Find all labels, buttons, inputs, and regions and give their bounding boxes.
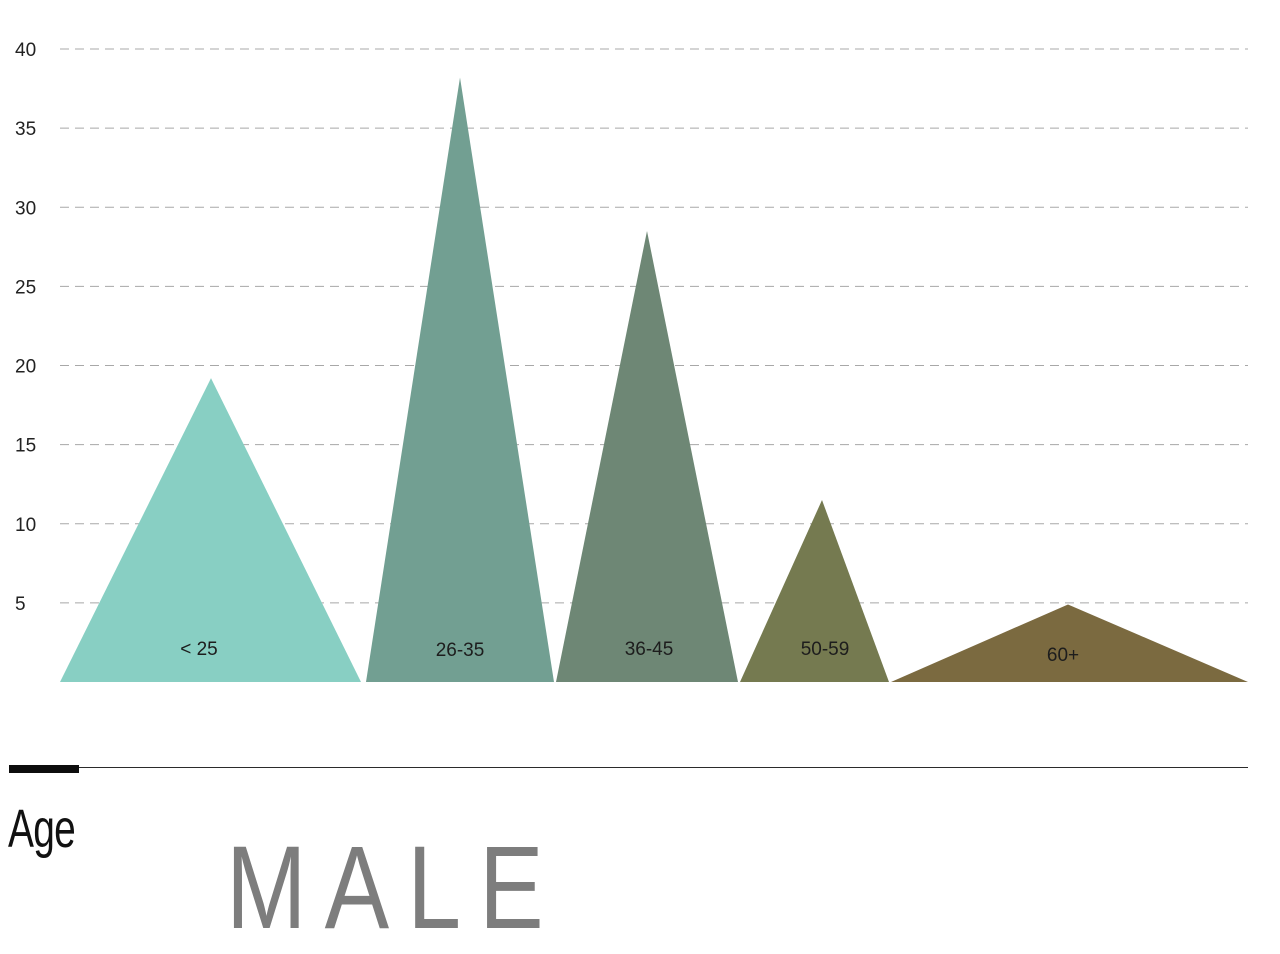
divider-accent-bar: [9, 765, 79, 773]
age-caption: Age: [8, 799, 76, 859]
y-tick-label: 25: [15, 277, 36, 298]
triangle-bar: [366, 77, 554, 683]
y-tick-label: 30: [15, 198, 36, 219]
category-label: 26-35: [436, 640, 485, 661]
y-tick-label: 35: [15, 119, 36, 140]
triangle-bar: [556, 230, 738, 683]
triangle-bar: [891, 604, 1248, 682]
y-tick-label: 10: [15, 515, 36, 536]
section-divider: [10, 767, 1248, 768]
category-label: < 25: [180, 639, 218, 660]
y-tick-label: 5: [15, 594, 26, 615]
category-label: 36-45: [625, 639, 674, 660]
category-label: 60+: [1047, 645, 1079, 666]
triangle-bar: [740, 500, 889, 682]
y-tick-label: 15: [15, 436, 36, 457]
age-triangle-chart: 5 10 15 20 25 30 35 40 < 25 26-35 36-45 50-59 60+: [15, 40, 1248, 683]
y-tick-label: 40: [15, 40, 36, 61]
triangle-bar: [60, 378, 361, 682]
category-label: 50-59: [801, 639, 850, 660]
y-tick-label: 20: [15, 357, 36, 378]
gender-heading: MALE: [226, 822, 562, 954]
